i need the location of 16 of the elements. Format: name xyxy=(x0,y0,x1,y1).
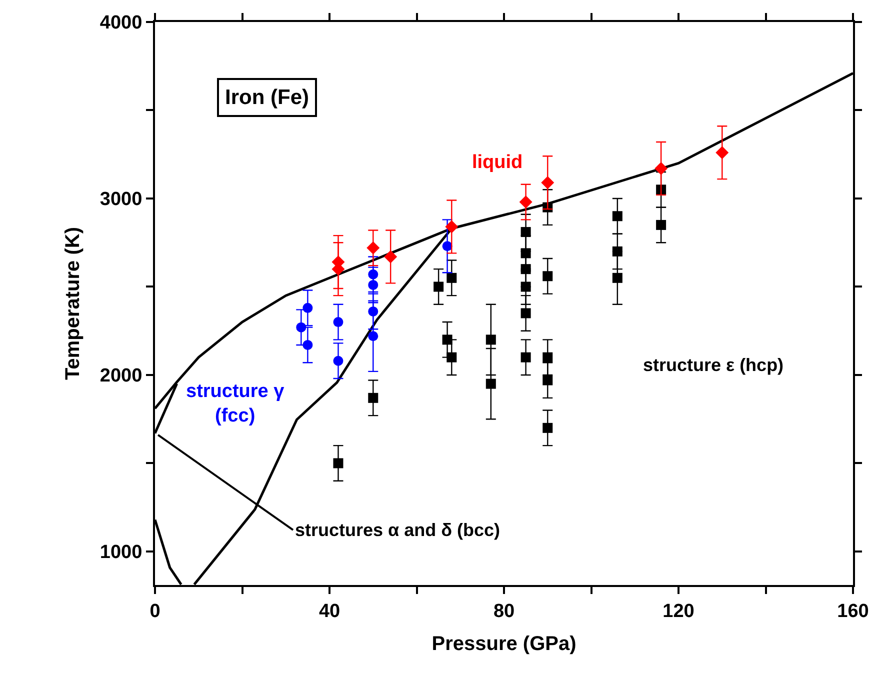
x-axis-title: Pressure (GPa) xyxy=(432,632,576,655)
annotation: liquid xyxy=(472,152,523,173)
x-tick-label: 0 xyxy=(150,600,160,622)
annotation: Iron (Fe) xyxy=(225,86,309,109)
y-tick-label: 1000 xyxy=(100,542,142,564)
x-tick-label: 40 xyxy=(318,600,340,622)
annotation: structure ε (hcp) xyxy=(643,355,784,375)
annotation: structures α and δ (bcc) xyxy=(295,520,500,540)
y-tick-label: 4000 xyxy=(100,12,142,34)
y-tick-label: 3000 xyxy=(100,189,142,210)
annotation: structure γ (fcc) xyxy=(186,381,285,427)
x-tick-label: 80 xyxy=(493,600,515,622)
x-tick-label: 160 xyxy=(837,600,869,622)
y-tick-label: 2000 xyxy=(100,366,142,387)
y-axis-title: Temperature (K) xyxy=(62,227,84,380)
x-tick-label: 120 xyxy=(662,600,694,622)
